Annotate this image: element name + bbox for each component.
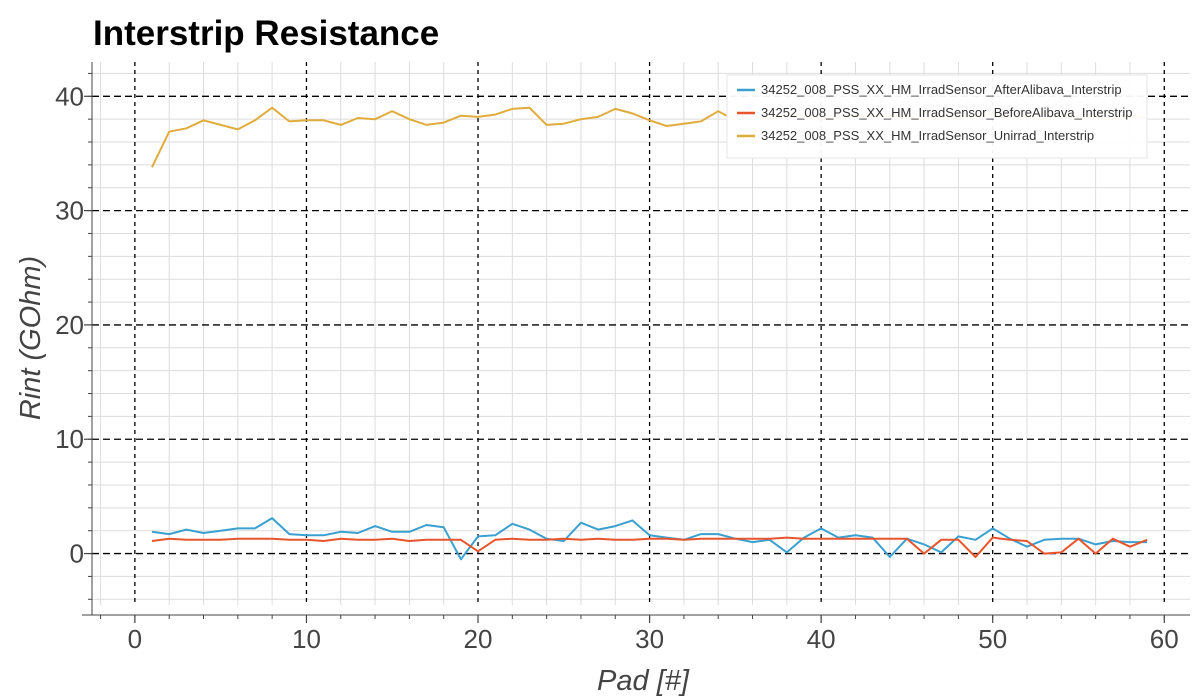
legend: 34252_008_PSS_XX_HM_IrradSensor_AfterAli… (726, 74, 1148, 159)
y-axis-title: Rint (GOhm) (15, 256, 47, 420)
chart-title: Interstrip Resistance (93, 14, 440, 53)
legend-label-3: 34252_008_PSS_XX_HM_IrradSensor_Unirrad_… (761, 128, 1094, 143)
y-tick-label: 0 (70, 539, 84, 569)
series-line-2 (151, 536, 1148, 558)
x-tick-label: 30 (635, 624, 664, 654)
y-tick-label: 30 (55, 196, 84, 226)
series-line-1 (151, 517, 1148, 561)
x-tick-label: 60 (1150, 624, 1179, 654)
axes: 0 10 20 30 40 50 60 0 10 20 30 40 (55, 62, 1190, 654)
legend-label-2: 34252_008_PSS_XX_HM_IrradSensor_BeforeAl… (761, 105, 1132, 120)
legend-label-1: 34252_008_PSS_XX_HM_IrradSensor_AfterAli… (761, 82, 1122, 97)
y-tick-label: 10 (55, 424, 84, 454)
y-tick-label: 40 (55, 81, 84, 111)
x-tick-label: 40 (807, 624, 836, 654)
x-tick-label: 50 (978, 624, 1007, 654)
x-tick-label: 0 (128, 624, 142, 654)
y-tick-label: 20 (55, 310, 84, 340)
x-tick-label: 10 (292, 624, 321, 654)
legend-box (726, 74, 1148, 159)
x-tick-label: 20 (464, 624, 493, 654)
x-axis-title: Pad [#] (597, 665, 690, 697)
